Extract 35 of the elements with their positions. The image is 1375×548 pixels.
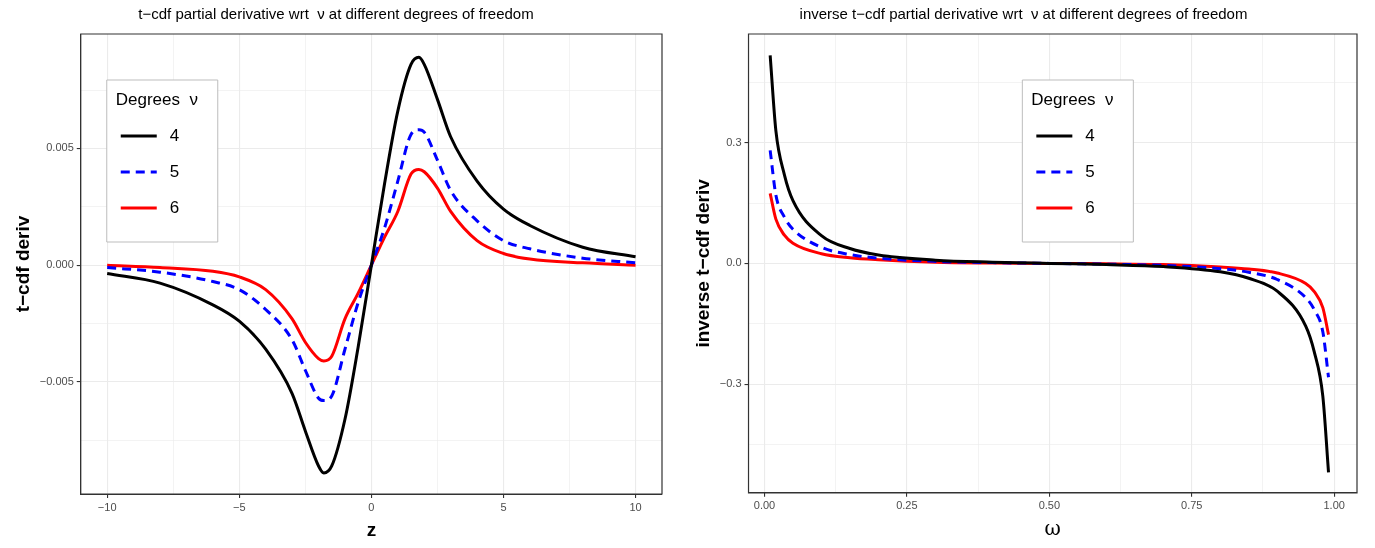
line-series	[105, 55, 638, 475]
y-tick-label: 0.000	[46, 258, 74, 271]
x-axis-title: ω	[1044, 516, 1061, 541]
legend-label: 5	[1085, 161, 1095, 181]
legend-label: 4	[1085, 125, 1095, 145]
y-tick-label: 0.0	[726, 256, 742, 269]
line-series	[768, 148, 1331, 379]
y-tick-label: −0.005	[39, 374, 74, 387]
x-tick-label: 1.00	[1323, 499, 1345, 512]
x-tick-label: 0.00	[753, 499, 776, 512]
legend-title: Degrees ν	[1031, 89, 1114, 109]
y-tick-label: 0.005	[46, 141, 74, 154]
y-axis-title: t−cdf deriv	[11, 215, 33, 313]
legend-label: 6	[169, 197, 180, 217]
chart-title: inverse t−cdf partial derivative wrt ν at different degrees of freedom	[799, 5, 1248, 23]
x-tick-label: 5	[500, 500, 507, 513]
legend-label: 5	[169, 161, 180, 181]
legend-label: 6	[1085, 197, 1095, 217]
y-axis-title: inverse t−cdf deriv	[691, 178, 713, 348]
x-tick-label: 0.25	[896, 499, 918, 512]
chart-title: t−cdf partial derivative wrt ν at different degrees of freedom	[138, 5, 534, 23]
legend-title: Degrees ν	[115, 89, 198, 109]
line-series	[105, 128, 638, 403]
y-tick-label: 0.3	[726, 135, 742, 148]
legend-label: 4	[169, 125, 180, 145]
line-series	[768, 53, 1331, 474]
x-tick-label: 0.50	[1038, 499, 1061, 512]
y-tick-label: −0.3	[719, 377, 742, 390]
x-tick-label: 0.75	[1181, 499, 1203, 512]
x-tick-label: 10	[629, 500, 642, 513]
x-tick-label: 0	[368, 500, 375, 513]
x-axis-title: z	[366, 518, 377, 540]
x-tick-label: −10	[97, 500, 117, 513]
x-tick-label: −5	[233, 500, 246, 513]
line-series	[105, 167, 638, 363]
